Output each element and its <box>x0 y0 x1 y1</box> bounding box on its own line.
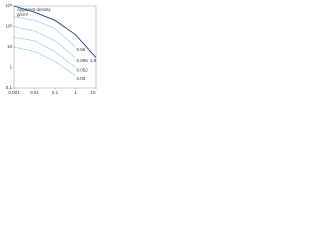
series-line <box>13 5 97 59</box>
chart: Apparent density g/cm³ 10³10²1010.10.001… <box>5 3 97 95</box>
y-tick-label: 10³ <box>5 3 12 8</box>
series-line <box>13 16 76 48</box>
series-label: 0.03 <box>77 76 86 81</box>
series-label: 0.095 <box>77 58 89 63</box>
x-tick-label: 1 <box>74 90 77 95</box>
chart-title: Apparent density <box>17 7 52 12</box>
x-tick-label: 0.1 <box>52 90 59 95</box>
y-tick-label: 0.1 <box>6 85 13 90</box>
series-label: 0.052 <box>77 68 89 73</box>
y-tick-label: 10² <box>5 24 12 29</box>
chart-subtitle: g/cm³ <box>17 12 29 17</box>
x-tick-label: 0.001 <box>8 90 20 95</box>
series-label: 1.8 <box>90 58 97 63</box>
page: Apparent density g/cm³ 10³ 10² 10 1 0.1 0.001… <box>0 0 100 100</box>
series-label: 0.56 <box>77 47 86 52</box>
y-tick-label: 10 <box>7 44 13 49</box>
series-line <box>13 36 76 68</box>
series-line <box>13 26 76 59</box>
x-tick-label: 0.01 <box>30 90 39 95</box>
series-line <box>13 46 76 76</box>
x-tick-label: 10 <box>90 90 96 95</box>
y-tick-label: 1 <box>9 65 12 70</box>
